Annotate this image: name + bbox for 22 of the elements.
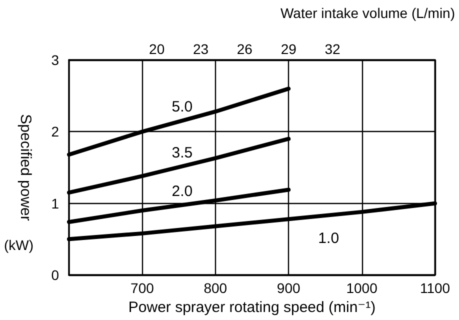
x-tick-label: 1100 bbox=[420, 280, 450, 296]
x-tick-label: 700 bbox=[130, 280, 154, 296]
y-tick-label: 3 bbox=[51, 52, 60, 68]
x-axis-title: Power sprayer rotating speed (min⁻¹) bbox=[128, 298, 376, 316]
x2-tick-label: 23 bbox=[192, 41, 209, 57]
text: (kW) bbox=[4, 237, 34, 253]
y-tick-label: 2 bbox=[51, 124, 60, 140]
y-tick-label: 1 bbox=[51, 195, 60, 212]
x-tick-label: 800 bbox=[204, 280, 228, 296]
series-label: 3.5 bbox=[172, 144, 193, 162]
x2-tick-label: 29 bbox=[280, 41, 297, 57]
series-label: 1.0 bbox=[318, 230, 340, 248]
x-tick-label: 1000 bbox=[346, 280, 378, 296]
x-tick-label: 900 bbox=[276, 280, 300, 296]
x2-tick-label: 20 bbox=[149, 41, 165, 57]
y-axis-title: Specified power bbox=[17, 114, 34, 221]
series-label: 5.0 bbox=[172, 98, 193, 116]
series-label: 2.0 bbox=[172, 183, 193, 200]
x2-tick-label: 32 bbox=[324, 41, 341, 57]
y-tick-label: 0 bbox=[51, 267, 60, 283]
x2-axis-title: Water intake volume (L/min) bbox=[280, 5, 456, 21]
x2-tick-label: 26 bbox=[236, 41, 253, 57]
